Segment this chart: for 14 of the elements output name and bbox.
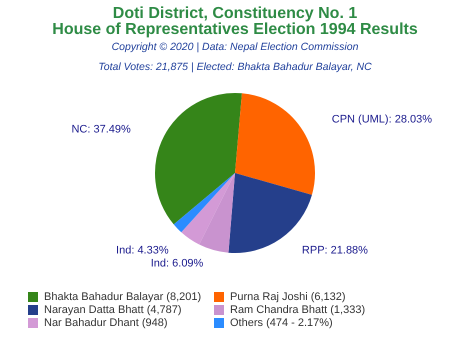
chart-subtitle: Copyright © 2020 | Data: Nepal Election Commission [110, 41, 360, 53]
legend-label: Nar Bahadur Dhant (948) [44, 317, 168, 329]
data-label: CPN (UML): 28.03% [332, 114, 432, 126]
chart-title: Doti District, Constituency No. 1 House of Representatives Election 1994 Results [51, 5, 419, 38]
legend-label: Narayan Datta Bhatt (4,787) [44, 304, 182, 316]
legend-label: Bhakta Bahadur Balayar (8,201) [44, 291, 202, 303]
text: Total Votes: 21,875 | Elected: Bhakta Bahadur Balayar, NC [97, 61, 373, 73]
data-label: Ind: 6.09% [150, 258, 204, 270]
data-label: RPP: 21.88% [302, 244, 368, 256]
legend-label: Others (474 - 2.17%) [230, 317, 333, 329]
data-label: Ind: 4.33% [116, 244, 169, 257]
legend-label: Ram Chandra Bhatt (1,333) [230, 304, 366, 316]
legend-label: Purna Raj Joshi (6,132) [230, 291, 346, 303]
data-label: NC: 37.49% [71, 124, 131, 136]
